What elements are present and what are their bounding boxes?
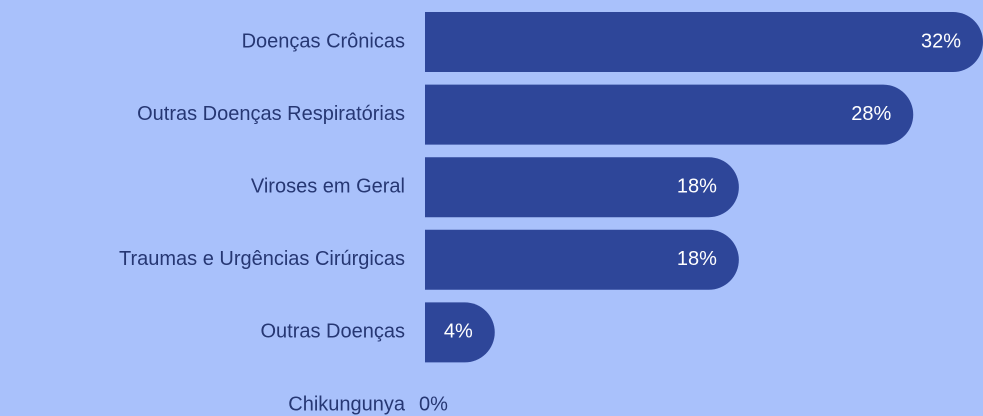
category-label: Outras Doenças Respiratórias	[137, 103, 405, 125]
bar	[425, 84, 914, 145]
value-label: 0%	[419, 393, 448, 415]
category-label: Traumas e Urgências Cirúrgicas	[119, 248, 405, 270]
value-label: 18%	[677, 175, 717, 197]
value-label: 28%	[851, 103, 891, 125]
bar	[425, 157, 739, 218]
category-label: Outras Doenças	[260, 321, 405, 343]
bar	[425, 302, 495, 363]
category-label: Viroses em Geral	[251, 175, 405, 197]
category-label: Chikungunya	[288, 393, 406, 415]
category-label: Doenças Crônicas	[242, 30, 405, 52]
bar	[425, 229, 739, 290]
value-label: 32%	[921, 30, 961, 52]
value-label: 18%	[677, 248, 717, 270]
value-label: 4%	[444, 321, 473, 343]
bar	[425, 12, 983, 72]
